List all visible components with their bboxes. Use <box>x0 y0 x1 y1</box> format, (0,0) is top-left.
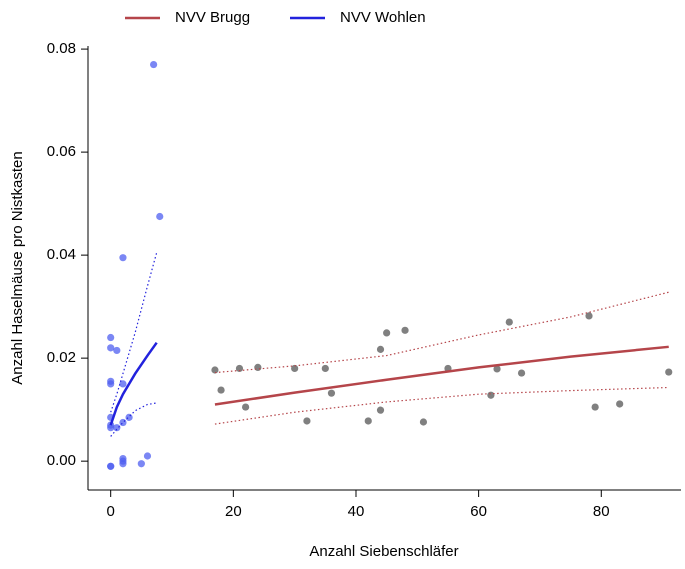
data-point <box>143 452 152 460</box>
fit-line <box>109 341 158 426</box>
y-tick-label: 0.04 <box>47 246 76 263</box>
x-tick-label: 40 <box>348 503 365 520</box>
data-point <box>517 369 526 377</box>
data-point <box>125 413 133 421</box>
legend-label: NVV Brugg <box>175 9 250 26</box>
y-tick-label: 0.00 <box>47 452 76 469</box>
y-tick-label: 0.08 <box>47 40 76 57</box>
data-point <box>254 363 262 372</box>
data-point <box>585 312 593 320</box>
y-tick-label: 0.02 <box>47 349 76 366</box>
confidence-band <box>214 386 669 425</box>
data-point <box>376 406 385 414</box>
data-point <box>591 403 599 411</box>
data-point <box>235 364 244 373</box>
data-point <box>665 368 673 376</box>
data-point <box>107 344 115 352</box>
x-tick-label: 20 <box>225 503 242 520</box>
data-point <box>419 418 428 426</box>
data-point <box>321 364 329 373</box>
data-point <box>119 254 127 262</box>
data-point <box>327 389 336 397</box>
data-point <box>383 329 391 337</box>
x-tick-label: 80 <box>593 503 610 520</box>
data-point <box>291 364 299 373</box>
data-point <box>119 454 127 463</box>
data-point <box>119 418 127 427</box>
confidence-band <box>214 291 669 374</box>
y-tick-label: 0.06 <box>47 143 76 160</box>
x-tick-label: 0 <box>107 503 115 520</box>
data-point <box>303 417 311 425</box>
data-point <box>119 380 127 388</box>
data-point <box>137 460 145 468</box>
data-point <box>113 424 121 432</box>
data-point <box>493 365 501 373</box>
legend-label: NVV Wohlen <box>340 9 426 26</box>
fit-line <box>214 345 669 406</box>
data-point <box>119 460 127 468</box>
data-point <box>107 377 115 385</box>
data-point <box>217 386 225 394</box>
data-point <box>487 391 495 399</box>
data-point <box>242 403 250 411</box>
data-point <box>616 400 624 408</box>
x-axis-label: Anzahl Siebenschläfer <box>309 543 458 560</box>
data-point <box>107 462 115 470</box>
data-point <box>107 333 115 342</box>
data-point <box>364 417 372 425</box>
data-point <box>156 212 164 221</box>
data-point <box>401 326 409 334</box>
data-point <box>113 346 121 355</box>
data-point <box>376 345 385 353</box>
confidence-band <box>110 252 158 413</box>
y-axis-label: Anzahl Haselmäuse pro Nistkasten <box>9 151 26 384</box>
x-tick-label: 60 <box>470 503 487 520</box>
data-point <box>211 366 219 374</box>
data-point <box>150 60 158 69</box>
data-point <box>505 318 513 326</box>
